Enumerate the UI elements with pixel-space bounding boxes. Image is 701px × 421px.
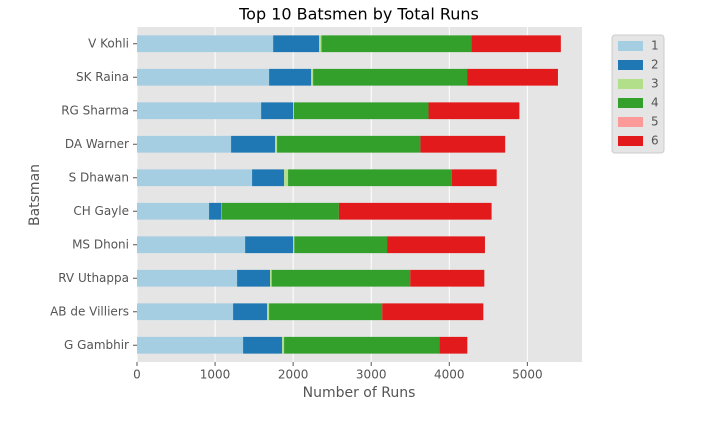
y-tick-label: RG Sharma bbox=[61, 103, 129, 117]
grid: 0 1000 2000 3000 4000 5000 V Kohli SK Raina RG S… bbox=[50, 27, 543, 382]
bar-segment bbox=[387, 236, 485, 254]
legend-swatch bbox=[618, 41, 643, 51]
bar-segment bbox=[137, 35, 274, 53]
bar-segment bbox=[137, 303, 234, 321]
bar-segment bbox=[137, 169, 253, 187]
legend-label: 4 bbox=[651, 96, 659, 110]
legend-swatch bbox=[618, 60, 643, 70]
bar-segment bbox=[233, 303, 268, 321]
x-tick-label: 4000 bbox=[434, 368, 465, 382]
bar-segment bbox=[137, 236, 246, 254]
bar-segment bbox=[237, 269, 271, 287]
bar-segment bbox=[284, 336, 440, 354]
bar-segment bbox=[209, 202, 222, 220]
bar-segment bbox=[275, 135, 278, 153]
bar-segment bbox=[243, 336, 283, 354]
legend-swatch bbox=[618, 79, 643, 89]
legend: 1 2 3 4 5 6 bbox=[611, 34, 665, 154]
bar-segment bbox=[420, 135, 506, 153]
y-tick-label: DA Warner bbox=[65, 137, 129, 151]
bar-segment bbox=[467, 68, 558, 86]
bar-segment bbox=[252, 169, 285, 187]
y-tick-label: CH Gayle bbox=[73, 204, 129, 218]
bar-segment bbox=[277, 135, 421, 153]
bar-segment bbox=[471, 35, 561, 53]
bar-segment bbox=[137, 202, 210, 220]
x-tick-label: 5000 bbox=[512, 368, 543, 382]
legend-label: 2 bbox=[651, 58, 659, 72]
bar-segment bbox=[288, 169, 452, 187]
x-tick-label: 1000 bbox=[200, 368, 231, 382]
bar-segment bbox=[261, 102, 294, 120]
bar-segment bbox=[319, 35, 322, 53]
legend-swatch bbox=[618, 136, 643, 146]
bar-segment bbox=[382, 303, 484, 321]
bar-segment bbox=[410, 269, 485, 287]
x-tick-label: 2000 bbox=[278, 368, 309, 382]
y-tick-label: SK Raina bbox=[76, 70, 129, 84]
y-tick-label: MS Dhoni bbox=[72, 237, 129, 251]
bar-segment bbox=[313, 68, 468, 86]
bars bbox=[137, 35, 561, 354]
bar-segment bbox=[269, 68, 312, 86]
y-tick-label: S Dhawan bbox=[69, 170, 129, 184]
y-tick-label: V Kohli bbox=[88, 36, 129, 50]
bar-segment bbox=[267, 303, 270, 321]
chart-title: Top 10 Batsmen by Total Runs bbox=[238, 5, 479, 24]
bar-segment bbox=[271, 269, 411, 287]
bar-segment bbox=[321, 35, 472, 53]
y-tick-label: G Gambhir bbox=[64, 338, 129, 352]
bar-segment bbox=[293, 236, 295, 254]
y-tick-label: RV Uthappa bbox=[58, 271, 129, 285]
bar-segment bbox=[293, 102, 429, 120]
legend-swatch bbox=[618, 98, 643, 108]
bar-segment bbox=[137, 68, 270, 86]
bar-segment bbox=[273, 35, 320, 53]
bar-segment bbox=[231, 135, 276, 153]
bar-segment bbox=[284, 169, 289, 187]
bar-segment bbox=[293, 102, 294, 120]
bar-segment bbox=[428, 102, 520, 120]
bar-segment bbox=[137, 269, 238, 287]
x-tick-label: 0 bbox=[133, 368, 141, 382]
bar-segment bbox=[282, 336, 285, 354]
bar-segment bbox=[221, 202, 339, 220]
legend-swatch bbox=[618, 117, 643, 127]
bar-segment bbox=[338, 202, 492, 220]
y-tick-label: AB de Villiers bbox=[50, 304, 129, 318]
legend-label: 3 bbox=[651, 77, 659, 91]
legend-label: 5 bbox=[651, 115, 659, 129]
bar-segment bbox=[269, 303, 383, 321]
bar-segment bbox=[294, 236, 388, 254]
bar-segment bbox=[245, 236, 294, 254]
x-tick-label: 3000 bbox=[356, 368, 387, 382]
bar-segment bbox=[451, 169, 497, 187]
legend-label: 1 bbox=[651, 39, 659, 53]
legend-label: 6 bbox=[651, 134, 659, 148]
bar-segment bbox=[270, 269, 272, 287]
bar-segment bbox=[311, 68, 314, 86]
bar-segment bbox=[137, 102, 262, 120]
x-axis-label: Number of Runs bbox=[303, 385, 416, 401]
bar-segment bbox=[137, 336, 244, 354]
bar-segment bbox=[439, 336, 468, 354]
bar-segment bbox=[137, 135, 232, 153]
y-axis-label: Batsman bbox=[27, 164, 43, 226]
